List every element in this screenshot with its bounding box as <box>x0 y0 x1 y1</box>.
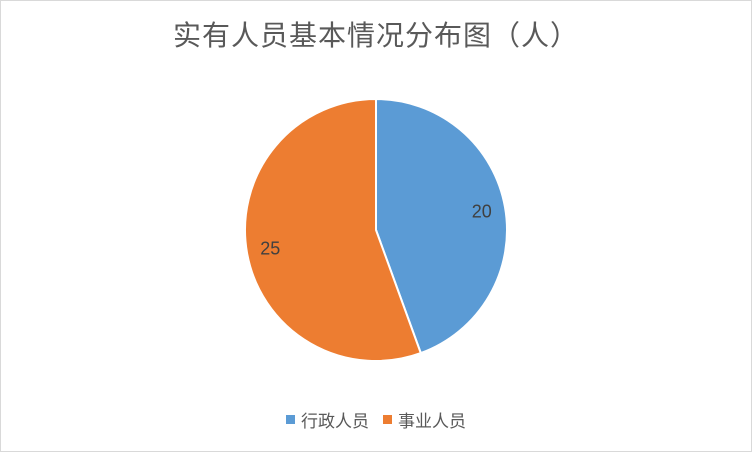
legend: 行政人员 事业人员 <box>0 407 752 432</box>
legend-item-0: 行政人员 <box>286 407 369 432</box>
pie-slice-0 <box>375 97 508 355</box>
data-label-0: 20 <box>472 201 492 221</box>
chart-title: 实有人员基本情况分布图（人） <box>172 19 579 52</box>
legend-item-1: 事业人员 <box>383 407 466 432</box>
legend-label-1: 事业人员 <box>398 412 466 432</box>
legend-swatch-1 <box>383 415 392 424</box>
data-label-1: 25 <box>260 239 280 259</box>
legend-label-0: 行政人员 <box>301 412 369 432</box>
legend-swatch-0 <box>286 415 295 424</box>
pie-slice-1 <box>244 97 423 362</box>
